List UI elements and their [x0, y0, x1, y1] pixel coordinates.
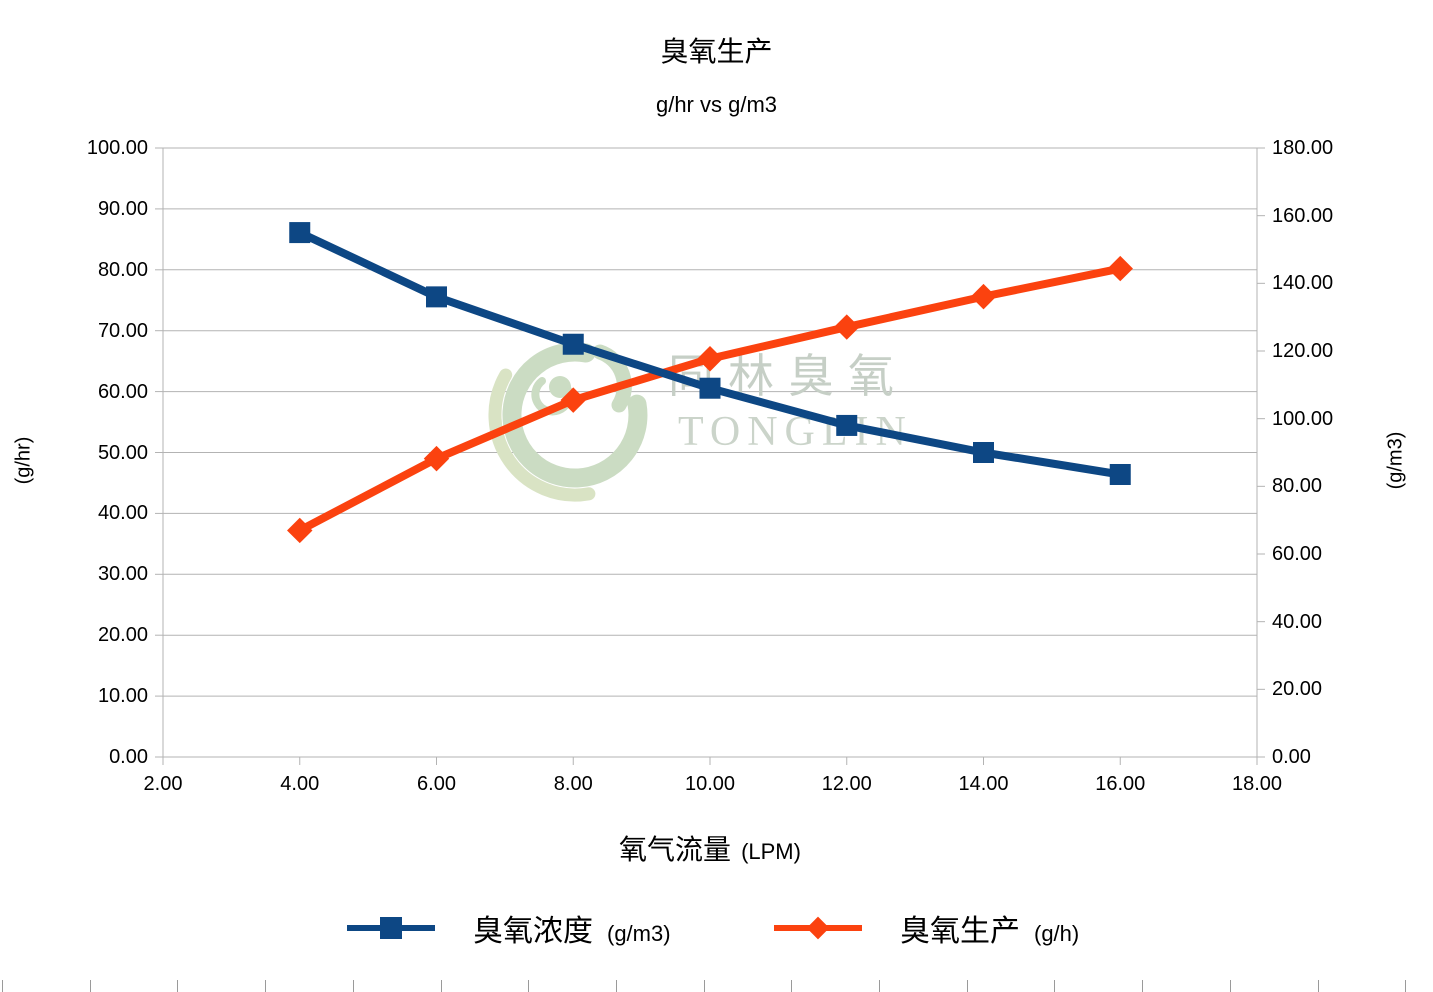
y-left-tick-label: 70.00 [97, 319, 148, 342]
x-axis-title: 氧气流量 (LPM) [0, 828, 1420, 868]
series-1-marker [970, 283, 997, 310]
ruler-tick [1317, 980, 1319, 992]
legend-diamond-2 [806, 916, 830, 940]
ruler-tick [352, 980, 354, 992]
watermark-text-cjk: 同林臭氧 [668, 350, 908, 402]
y-left-tick-label: 90.00 [97, 197, 148, 220]
y-left-tick-label: 40.00 [97, 502, 148, 525]
series-0-marker [973, 442, 994, 463]
legend-label-concentration: 臭氧浓度 [473, 915, 593, 948]
y-left-tick-label: 0.00 [109, 746, 148, 768]
y-left-tick-label: 100.00 [86, 137, 148, 159]
series-1-marker [834, 314, 860, 340]
x-tick-label: 16.00 [1095, 773, 1146, 795]
x-tick-label: 10.00 [684, 773, 736, 795]
ruler-tick [2, 980, 3, 992]
y-left-tick-label: 80.00 [97, 258, 148, 281]
x-tick-label: 14.00 [958, 773, 1009, 795]
ruler-tick [528, 980, 530, 992]
y-right-axis-title: (g/m3) [1384, 431, 1407, 490]
ruler-tick [89, 980, 91, 992]
x-tick-label: 8.00 [553, 773, 593, 795]
x-tick-label: 12.00 [821, 773, 872, 795]
chart-subtitle: g/hr vs g/m3 [655, 92, 778, 117]
legend-item-concentration: 臭氧浓度 (g/m3) [345, 906, 671, 950]
series-0-marker [289, 222, 311, 244]
legend-item-production: 臭氧生产 (g/h) [772, 906, 1079, 950]
legend-label-production: 臭氧生产 [900, 915, 1020, 948]
y-right-tick-label: 180.00 [1272, 137, 1334, 159]
ruler-tick [966, 980, 968, 992]
y-right-tick-label: 60.00 [1272, 543, 1323, 565]
series-0-marker [426, 286, 447, 308]
legend-marker-square-icon [347, 917, 435, 939]
y-left-tick-label: 60.00 [97, 380, 148, 403]
y-right-tick-label: 100.00 [1272, 407, 1334, 430]
y-right-tick-label: 160.00 [1272, 204, 1334, 227]
legend-marker-diamond-icon [774, 916, 862, 940]
series-1-marker [1107, 255, 1133, 282]
ruler-tick [1405, 980, 1407, 992]
y-right-tick-label: 0.00 [1272, 746, 1311, 768]
ruler-tick [879, 980, 880, 992]
ruler-tick [1229, 980, 1231, 992]
ruler-tick [177, 980, 179, 992]
ruler-tick [440, 980, 442, 992]
chart-title: 臭氧生产 [660, 36, 773, 67]
series-1-marker [423, 445, 450, 472]
legend-square-1 [380, 917, 402, 939]
y-left-tick-label: 10.00 [97, 685, 148, 708]
x-tick-label: 6.00 [417, 773, 456, 795]
spreadsheet-cell-ruler [0, 979, 1433, 992]
series-1-marker [287, 517, 313, 544]
y-right-tick-label: 20.00 [1272, 678, 1323, 701]
y-left-axis-title: (g/hr) [12, 436, 35, 485]
y-left-tick-label: 50.00 [97, 441, 148, 464]
x-tick-label: 2.00 [143, 773, 183, 795]
ruler-tick [265, 980, 267, 992]
y-left-tick-label: 20.00 [97, 624, 148, 647]
ruler-tick [791, 980, 793, 992]
x-tick-label: 4.00 [280, 773, 320, 795]
watermark-text-latin: TONGLIN [678, 409, 913, 455]
x-axis-title-unit: (LPM) [741, 839, 801, 864]
logo-inner-swirl [592, 344, 632, 413]
ruler-tick [703, 980, 705, 992]
series-0-marker [1109, 463, 1131, 485]
x-axis-title-text: 氧气流量 [619, 834, 732, 865]
tonglin-logo-icon [488, 342, 648, 502]
y-left-tick-label: 30.00 [97, 563, 148, 586]
legend-unit-production: (g/h) [1034, 921, 1080, 946]
ruler-tick [1142, 980, 1144, 992]
y-right-tick-label: 40.00 [1272, 610, 1323, 633]
x-tick-label: 18.00 [1231, 773, 1283, 795]
y-right-tick-label: 80.00 [1272, 475, 1323, 498]
y-right-tick-label: 140.00 [1272, 272, 1334, 295]
ruler-tick [1054, 980, 1056, 992]
legend-unit-concentration: (g/m3) [607, 921, 671, 946]
y-right-tick-label: 120.00 [1272, 340, 1334, 362]
ruler-tick [615, 980, 617, 992]
